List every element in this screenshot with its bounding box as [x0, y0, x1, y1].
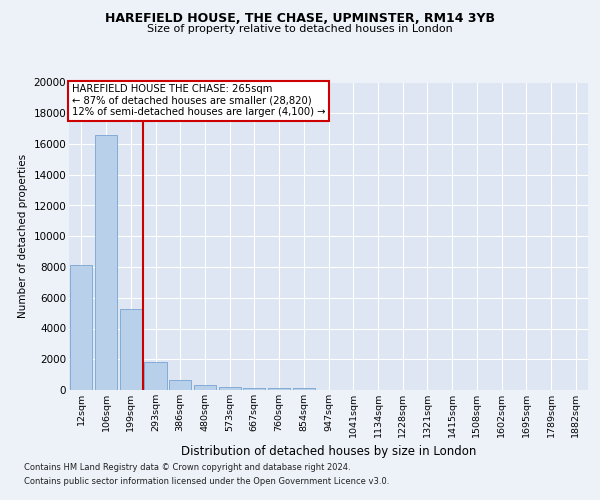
X-axis label: Distribution of detached houses by size in London: Distribution of detached houses by size …	[181, 446, 476, 458]
Text: Size of property relative to detached houses in London: Size of property relative to detached ho…	[147, 24, 453, 34]
Text: HAREFIELD HOUSE THE CHASE: 265sqm
← 87% of detached houses are smaller (28,820)
: HAREFIELD HOUSE THE CHASE: 265sqm ← 87% …	[71, 84, 325, 117]
Bar	[293, 388, 315, 390]
Bar	[70, 266, 92, 390]
Bar	[194, 384, 216, 390]
Y-axis label: Number of detached properties: Number of detached properties	[18, 154, 28, 318]
Bar	[243, 388, 265, 390]
Bar	[119, 308, 142, 390]
Bar	[268, 388, 290, 390]
Bar	[169, 380, 191, 390]
Text: Contains HM Land Registry data © Crown copyright and database right 2024.: Contains HM Land Registry data © Crown c…	[24, 464, 350, 472]
Bar	[145, 362, 167, 390]
Text: HAREFIELD HOUSE, THE CHASE, UPMINSTER, RM14 3YB: HAREFIELD HOUSE, THE CHASE, UPMINSTER, R…	[105, 12, 495, 26]
Bar	[95, 135, 117, 390]
Text: Contains public sector information licensed under the Open Government Licence v3: Contains public sector information licen…	[24, 477, 389, 486]
Bar	[218, 387, 241, 390]
